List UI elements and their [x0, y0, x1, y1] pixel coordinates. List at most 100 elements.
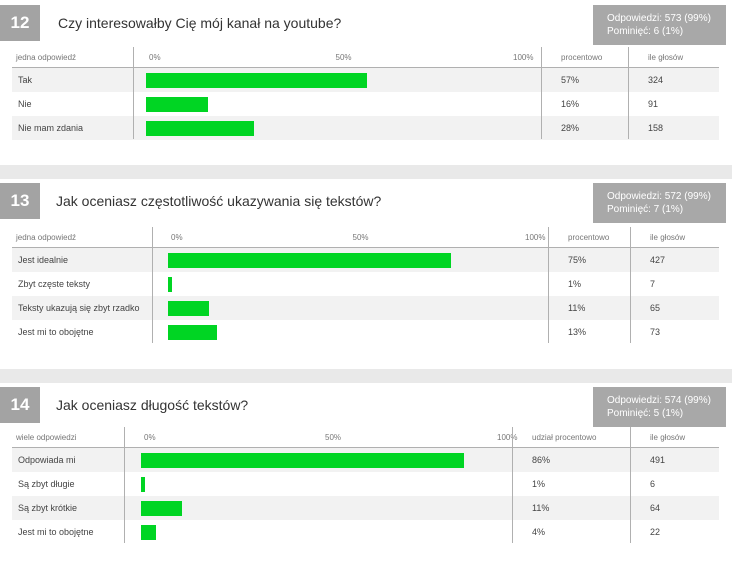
axis-tick-label: 0%	[149, 52, 161, 62]
table-row: Tak 57% 324	[12, 68, 719, 92]
axis-tick-label: 50%	[325, 432, 342, 442]
percent-value: 57%	[561, 75, 580, 85]
percent-value: 1%	[568, 279, 582, 289]
table-header: wiele odpowiedzi udział procentowo ile gło…	[12, 427, 719, 448]
vote-count: 324	[648, 75, 664, 85]
table-row: Nie 16% 91	[12, 92, 719, 116]
answer-bar	[168, 276, 172, 292]
axis-tick-label: 0%	[171, 232, 183, 242]
vote-count: 22	[650, 527, 661, 537]
answer-column-header: jedna odpowiedź	[16, 232, 77, 242]
percent-value: 11%	[532, 503, 550, 513]
axis-tick-label: 100%	[513, 52, 534, 62]
table-row: Jest mi to obojętne 13% 73	[12, 320, 719, 344]
column-divider	[630, 227, 631, 343]
votes-column-header: ile głosów	[650, 432, 686, 442]
axis-tick-label: 100%	[497, 432, 518, 442]
table-row: Jest mi to obojętne 4% 22	[12, 520, 719, 544]
answer-column-header: jedna odpowiedź	[16, 52, 77, 62]
answer-bar	[141, 524, 157, 540]
column-divider	[628, 47, 629, 139]
percent-value: 13%	[568, 327, 587, 337]
answer-label: Odpowiada mi	[18, 455, 76, 465]
question-number: 13	[0, 183, 40, 219]
answer-label: Nie mam zdania	[18, 123, 84, 133]
question-title: Jak oceniasz częstotliwość ukazywania si…	[56, 193, 382, 209]
percent-value: 16%	[561, 99, 580, 109]
votes-column-header: ile głosów	[648, 52, 684, 62]
vote-count: 491	[650, 455, 666, 465]
answer-bar	[141, 500, 183, 516]
axis-tick-label: 100%	[525, 232, 546, 242]
vote-count: 158	[648, 123, 664, 133]
answer-label: Teksty ukazują się zbyt rzadko	[18, 303, 140, 313]
answer-bar	[146, 96, 208, 112]
column-divider	[152, 227, 153, 343]
question-title: Czy interesowałby Cię mój kanał na youtu…	[58, 15, 342, 31]
response-stats: Odpowiedzi: 574 (99%) Pominięć: 5 (1%)	[593, 387, 726, 427]
results-table: wiele odpowiedzi udział procentowo ile gło…	[12, 427, 719, 543]
answer-bar	[168, 252, 451, 268]
question-number: 14	[0, 387, 40, 423]
skipped-count: Pominięć: 6 (1%)	[607, 26, 684, 37]
answer-bar	[146, 120, 255, 136]
column-divider	[548, 227, 549, 343]
table-row: Zbyt częste teksty 1% 7	[12, 272, 719, 296]
answer-label: Jest mi to obojętne	[18, 527, 94, 537]
vote-count: 64	[650, 503, 661, 513]
axis-tick-label: 50%	[352, 232, 369, 242]
answer-bar	[141, 476, 145, 492]
section-separator	[0, 369, 732, 383]
question-number: 12	[0, 5, 40, 41]
answer-bar	[168, 300, 210, 316]
table-header: jedna odpowiedź procentowo ile głosów 0% 50%…	[12, 47, 719, 68]
percent-value: 11%	[568, 303, 586, 313]
table-header: jedna odpowiedź procentowo ile głosów 0% 50%…	[12, 227, 719, 248]
answered-count: Odpowiedzi: 574 (99%)	[607, 395, 711, 406]
table-row: Odpowiada mi 86% 491	[12, 448, 719, 472]
percent-value: 4%	[532, 527, 546, 537]
percent-value: 1%	[532, 479, 546, 489]
answer-label: Tak	[18, 75, 33, 85]
answer-label: Nie	[18, 99, 32, 109]
column-divider	[133, 47, 134, 139]
skipped-count: Pominięć: 7 (1%)	[607, 204, 684, 215]
vote-count: 6	[650, 479, 656, 489]
table-row: Są zbyt krótkie 11% 64	[12, 496, 719, 520]
vote-count: 65	[650, 303, 661, 313]
answer-column-header: wiele odpowiedzi	[16, 432, 77, 442]
column-divider	[124, 427, 125, 543]
percent-column-header: procentowo	[561, 52, 603, 62]
column-divider	[541, 47, 542, 139]
table-row: Są zbyt długie 1% 6	[12, 472, 719, 496]
column-divider	[512, 427, 513, 543]
answer-bar	[146, 72, 367, 88]
percent-column-header: udział procentowo	[532, 432, 597, 442]
vote-count: 91	[648, 99, 659, 109]
answer-label: Są zbyt krótkie	[18, 503, 78, 513]
answer-bar	[168, 324, 217, 340]
percent-value: 86%	[532, 455, 551, 465]
answer-bar	[141, 452, 465, 468]
axis-tick-label: 0%	[144, 432, 156, 442]
table-row: Nie mam zdania 28% 158	[12, 116, 719, 140]
answer-label: Jest mi to obojętne	[18, 327, 94, 337]
percent-value: 75%	[568, 255, 587, 265]
vote-count: 427	[650, 255, 666, 265]
answer-label: Jest idealnie	[18, 255, 69, 265]
answered-count: Odpowiedzi: 573 (99%)	[607, 13, 711, 24]
table-row: Teksty ukazują się zbyt rzadko 11% 65	[12, 296, 719, 320]
answer-label: Zbyt częste teksty	[18, 279, 91, 289]
vote-count: 7	[650, 279, 656, 289]
skipped-count: Pominięć: 5 (1%)	[607, 408, 684, 419]
response-stats: Odpowiedzi: 572 (99%) Pominięć: 7 (1%)	[593, 183, 726, 223]
answered-count: Odpowiedzi: 572 (99%)	[607, 191, 711, 202]
results-table: jedna odpowiedź procentowo ile głosów 0% 50%…	[12, 227, 719, 343]
vote-count: 73	[650, 327, 661, 337]
votes-column-header: ile głosów	[650, 232, 686, 242]
axis-tick-label: 50%	[335, 52, 352, 62]
column-divider	[630, 427, 631, 543]
results-table: jedna odpowiedź procentowo ile głosów 0% 50%…	[12, 47, 719, 140]
response-stats: Odpowiedzi: 573 (99%) Pominięć: 6 (1%)	[593, 5, 726, 45]
percent-column-header: procentowo	[568, 232, 610, 242]
